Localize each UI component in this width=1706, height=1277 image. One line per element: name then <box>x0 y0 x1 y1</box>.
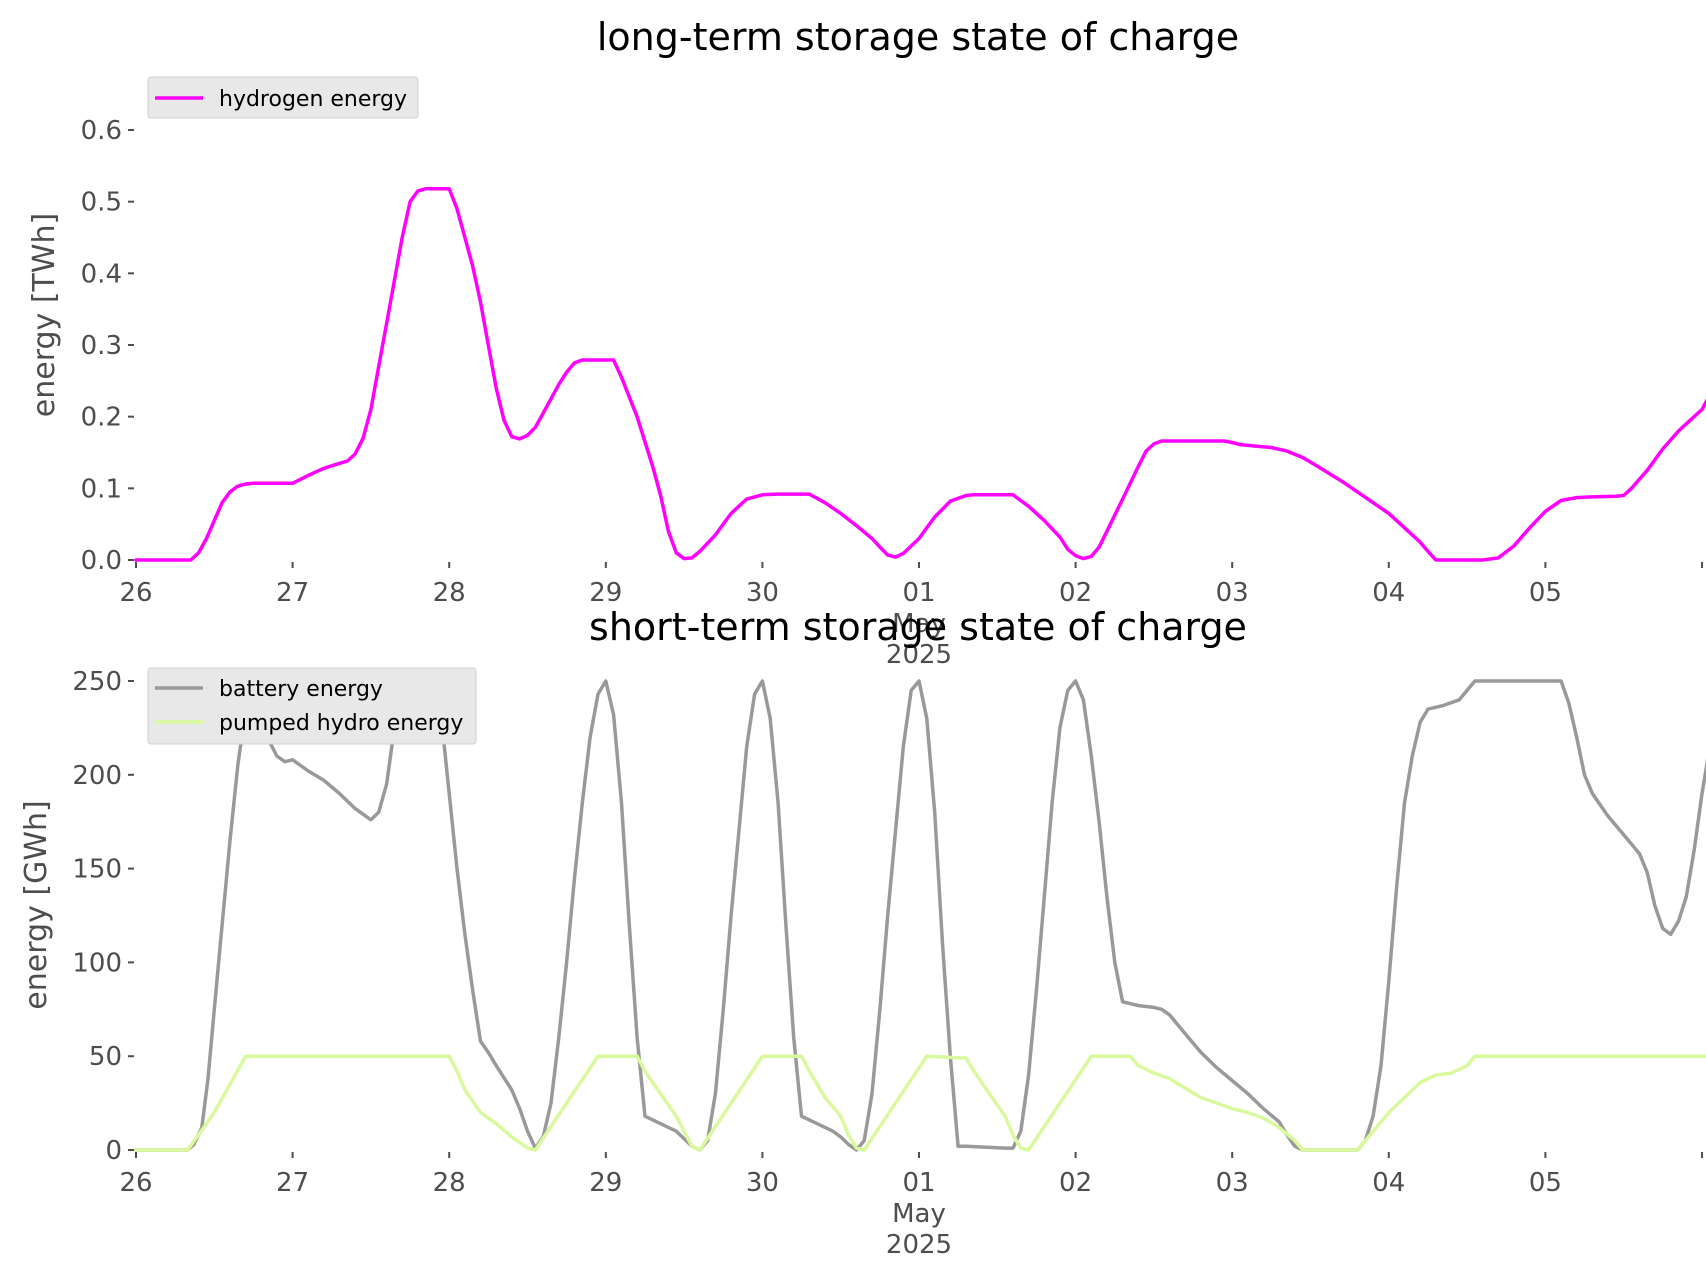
x-tick-label: 29 <box>589 1168 622 1198</box>
y-tick-label: 0.3 <box>81 331 122 361</box>
x-tick-label: 04 <box>1372 1168 1405 1198</box>
legend-label-hydrogen: hydrogen energy <box>219 87 407 112</box>
x-tick-month-label: May <box>892 1199 946 1229</box>
y-tick-label: 0.2 <box>81 403 122 433</box>
x-tick-label: 02 <box>1059 578 1092 608</box>
y-tick-label: 0.1 <box>81 474 122 504</box>
y-tick-label: 250 <box>72 667 122 697</box>
legend: battery energy pumped hydro energy <box>147 667 477 745</box>
legend-label-pumped-hydro: pumped hydro energy <box>219 711 463 736</box>
x-tick-year-label: 2025 <box>886 640 952 670</box>
x-tick-label: 05 <box>1529 1168 1562 1198</box>
plot-series <box>134 679 1706 1152</box>
legend: hydrogen energy <box>147 76 419 119</box>
x-tick-month-label: May <box>892 609 946 639</box>
x-tick-label: 27 <box>276 1168 309 1198</box>
x-tick-label: 26 <box>119 1168 152 1198</box>
y-tick-label: 0.4 <box>81 259 122 289</box>
y-tick-label: 200 <box>72 761 122 791</box>
y-tick-label: 0.5 <box>81 188 122 218</box>
x-tick-label: 26 <box>119 578 152 608</box>
y-tick-label: 100 <box>72 948 122 978</box>
x-tick-label: 28 <box>433 578 466 608</box>
y-tick-label: 150 <box>72 855 122 885</box>
x-tick-label: 29 <box>589 578 622 608</box>
chart-title: short-term storage state of charge <box>589 605 1247 649</box>
x-tick-label: 27 <box>276 578 309 608</box>
x-tick-label: 01 <box>902 1168 935 1198</box>
y-tick-label: 0 <box>105 1136 122 1166</box>
chart-long-term: long-term storage state of charge energy… <box>27 15 1706 670</box>
x-tick-year-label: 2025 <box>886 1230 952 1260</box>
x-tick-label: 30 <box>746 1168 779 1198</box>
x-tick-label: 04 <box>1372 578 1405 608</box>
series-line-hydrogen-energy <box>134 187 1706 562</box>
y-axis: 0.0 0.1 0.2 0.3 0.4 0.5 0.6 <box>81 116 134 576</box>
legend-box <box>147 667 477 745</box>
y-axis-label: energy [GWh] <box>19 800 54 1009</box>
y-axis-label: energy [TWh] <box>27 213 62 417</box>
x-tick-label: 03 <box>1216 1168 1249 1198</box>
legend-box <box>147 76 419 119</box>
x-tick-label: 28 <box>433 1168 466 1198</box>
series-line-pumped-hydro-energy <box>134 1054 1706 1152</box>
y-axis: 0 50 100 150 200 250 <box>72 667 134 1166</box>
plot-series <box>134 187 1706 562</box>
y-tick-label: 50 <box>89 1042 122 1072</box>
chart-title: long-term storage state of charge <box>597 15 1239 59</box>
x-tick-label: 01 <box>902 578 935 608</box>
legend-label-battery: battery energy <box>219 677 383 702</box>
x-tick-label: 03 <box>1216 578 1249 608</box>
y-tick-label: 0.6 <box>81 116 122 146</box>
series-line-battery-energy <box>134 679 1706 1152</box>
x-tick-label: 05 <box>1529 578 1562 608</box>
y-tick-label: 0.0 <box>81 546 122 576</box>
x-tick-label: 02 <box>1059 1168 1092 1198</box>
chart-short-term: short-term storage state of charge energ… <box>19 605 1706 1260</box>
x-tick-label: 30 <box>746 578 779 608</box>
